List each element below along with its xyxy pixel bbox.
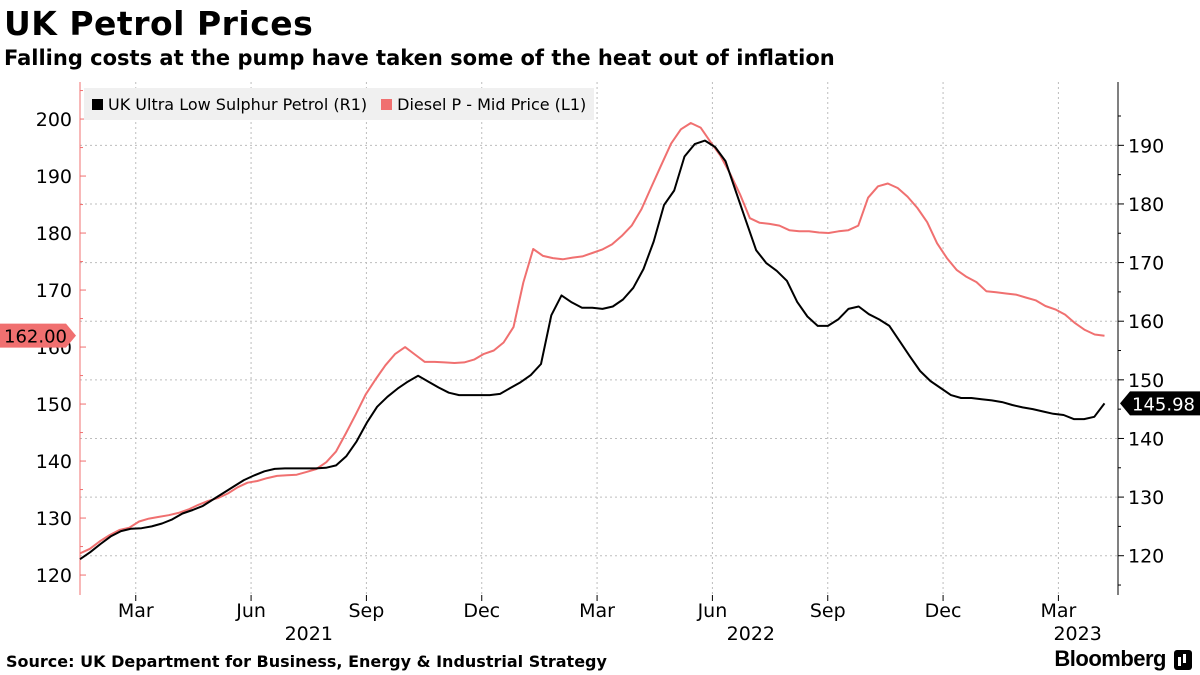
left-axis-tick-label: 180 (36, 223, 72, 245)
x-axis-tick-label: Dec (463, 600, 500, 622)
legend: UK Ultra Low Sulphur Petrol (R1) Diesel … (84, 88, 595, 120)
right-axis-tick-label: 160 (1128, 311, 1164, 333)
petrol-last-value-callout (1120, 391, 1200, 416)
left-axis-tick-label: 130 (36, 508, 72, 530)
x-axis-tick-label: Dec (925, 600, 962, 622)
x-axis-year-label: 2023 (1053, 623, 1101, 645)
x-axis-tick-label: Mar (1040, 600, 1076, 622)
legend-item-petrol: UK Ultra Low Sulphur Petrol (R1) (92, 95, 367, 114)
legend-label-diesel: Diesel P - Mid Price (L1) (397, 94, 587, 114)
left-axis-tick-label: 190 (36, 166, 72, 188)
right-axis-tick-label: 150 (1128, 370, 1164, 392)
right-axis-tick-label: 190 (1128, 135, 1164, 157)
x-axis-tick-label: Jun (235, 600, 266, 622)
bloomberg-terminal-icon (1174, 650, 1192, 670)
right-axis-tick-label: 140 (1128, 428, 1164, 450)
left-axis-tick-label: 140 (36, 451, 72, 473)
legend-swatch-petrol (92, 98, 103, 110)
left-axis-tick-label: 170 (36, 280, 72, 302)
left-axis-tick-label: 120 (36, 565, 72, 587)
x-axis-tick-label: Sep (349, 600, 385, 622)
chart-subtitle: Falling costs at the pump have taken som… (4, 46, 835, 70)
left-axis-tick-label: 150 (36, 394, 72, 416)
diesel-series-line (79, 122, 1105, 555)
bloomberg-logo: Bloomberg (1054, 646, 1166, 671)
right-axis-tick-label: 130 (1128, 487, 1164, 509)
x-axis-tick-label: Sep (810, 600, 846, 622)
right-axis-tick-label: 170 (1128, 253, 1164, 275)
right-axis-tick-label: 180 (1128, 194, 1164, 216)
petrol-last-value-label: 145.98 (1132, 394, 1195, 415)
petrol-series-line (79, 139, 1106, 561)
chart-title: UK Petrol Prices (4, 4, 314, 43)
x-axis-tick-label: Mar (579, 600, 615, 622)
x-axis-tick-label: Mar (118, 600, 154, 622)
x-axis-tick-label: Jun (697, 600, 728, 622)
legend-swatch-diesel (381, 98, 393, 110)
source-note: Source: UK Department for Business, Ener… (6, 652, 607, 671)
right-axis-tick-label: 120 (1128, 546, 1164, 568)
x-axis-year-label: 2022 (727, 623, 775, 645)
diesel-last-value-label: 162.00 (4, 327, 67, 348)
left-axis-tick-label: 200 (36, 109, 72, 131)
legend-item-diesel: Diesel P - Mid Price (L1) (381, 95, 586, 114)
x-axis-year-label: 2021 (285, 623, 333, 645)
legend-label-petrol: UK Ultra Low Sulphur Petrol (R1) (108, 94, 368, 114)
diesel-last-value-callout (0, 323, 76, 348)
